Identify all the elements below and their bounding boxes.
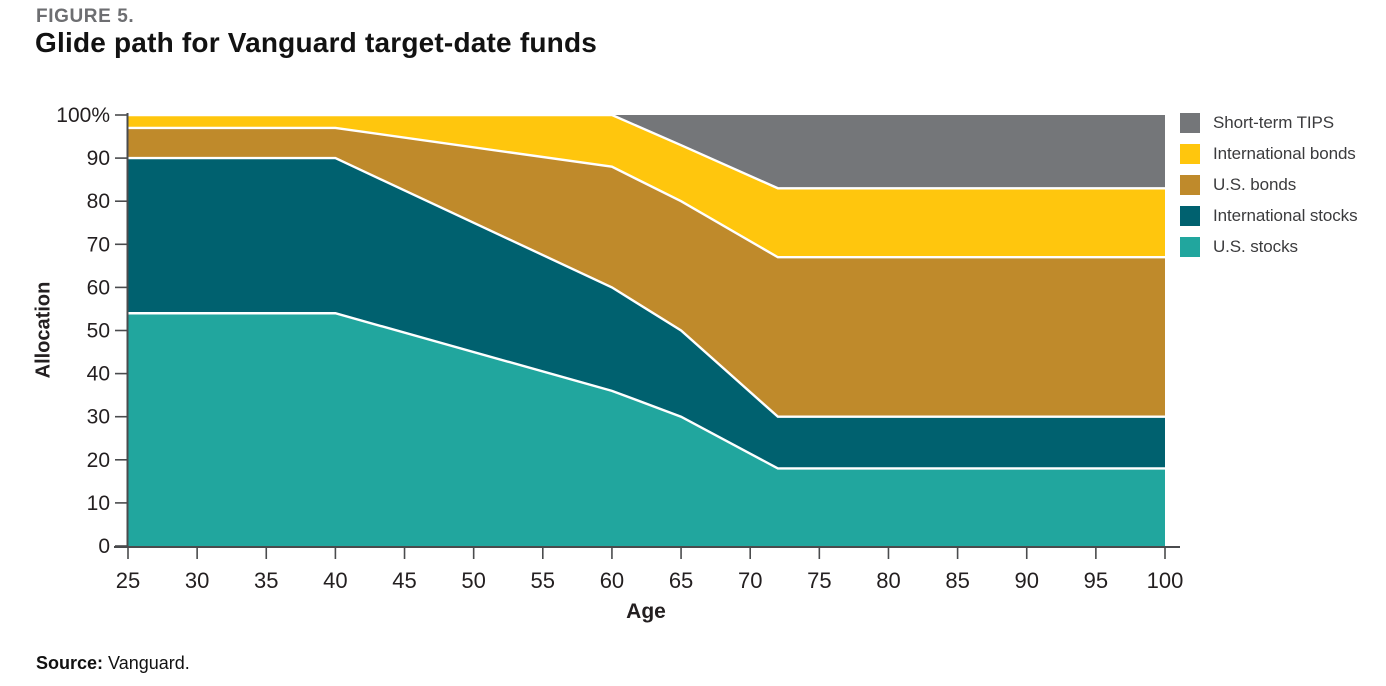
x-axis-title: Age (626, 600, 666, 623)
x-tick-label-100: 100 (1147, 568, 1184, 593)
legend-item-short-term-tips: Short-term TIPS (1180, 113, 1357, 133)
y-tick-label-50: 50 (87, 320, 110, 343)
legend-label: International stocks (1213, 206, 1358, 225)
y-tick-label-30: 30 (87, 406, 110, 429)
area-u-s-bonds (128, 127, 1165, 417)
legend-item-us-stocks: U.S. stocks (1180, 237, 1357, 257)
legend-item-us-bonds: U.S. bonds (1180, 175, 1357, 195)
x-tick-label-75: 75 (807, 568, 831, 593)
y-tick-label-90: 90 (87, 147, 110, 170)
y-tick-label-40: 40 (87, 363, 110, 386)
x-tick-label-65: 65 (669, 568, 693, 593)
y-tick-label-10: 10 (87, 492, 110, 515)
x-tick-label-30: 30 (185, 568, 209, 593)
y-axis-title: Allocation (32, 281, 55, 379)
x-tick-label-35: 35 (254, 568, 278, 593)
area-international-bonds (128, 115, 1165, 258)
source-text: Vanguard. (103, 653, 190, 673)
y-tick-label-20: 20 (87, 449, 110, 472)
legend: Short-term TIPS International bonds U.S.… (1180, 113, 1358, 268)
legend-label: U.S. stocks (1213, 237, 1298, 256)
legend-item-international-bonds: International bonds (1180, 144, 1357, 164)
page-title: Glide path for Vanguard target-date fund… (35, 27, 598, 58)
x-tick-label-80: 80 (876, 568, 900, 593)
source-note: Source: Vanguard. (36, 653, 190, 674)
y-tick-label-70: 70 (87, 233, 110, 256)
figure-label: FIGURE 5. (36, 6, 135, 27)
legend-label: Short-term TIPS (1213, 113, 1334, 132)
x-tick-label-60: 60 (600, 568, 624, 593)
x-tick-label-45: 45 (392, 568, 416, 593)
legend-swatch-international-stocks (1180, 206, 1200, 226)
area-international-stocks (128, 158, 1165, 469)
band-separator-line-1 (128, 156, 1165, 418)
y-tick-label-80: 80 (87, 190, 110, 213)
area-short-term-tips (128, 115, 1165, 189)
x-tick-label-95: 95 (1084, 568, 1108, 593)
y-tick-label-60: 60 (87, 276, 110, 299)
legend-item-international-stocks: International stocks (1180, 206, 1358, 226)
y-tick-label-0: 0 (98, 535, 110, 558)
legend-label: U.S. bonds (1213, 175, 1297, 194)
band-separator-line-2 (128, 126, 1165, 259)
x-tick-label-40: 40 (323, 568, 347, 593)
x-tick-label-85: 85 (945, 568, 969, 593)
x-tick-label-25: 25 (116, 568, 140, 593)
source-label: Source: (36, 653, 104, 673)
x-tick-label-55: 55 (531, 568, 555, 593)
x-tick-label-90: 90 (1014, 568, 1038, 593)
band-separator-line-3 (128, 113, 1165, 190)
x-tick-label-70: 70 (738, 568, 762, 593)
legend-swatch-international-bonds (1180, 144, 1200, 164)
legend-swatch-us-bonds (1180, 175, 1200, 195)
x-tick-label-50: 50 (461, 568, 485, 593)
legend-label: International bonds (1213, 144, 1356, 163)
legend-swatch-short-term-tips (1180, 113, 1200, 133)
y-tick-label-100: 100% (56, 104, 110, 127)
legend-swatch-us-stocks (1180, 237, 1200, 257)
area-u-s-stocks (128, 313, 1165, 546)
band-separator-line-0 (128, 312, 1165, 470)
